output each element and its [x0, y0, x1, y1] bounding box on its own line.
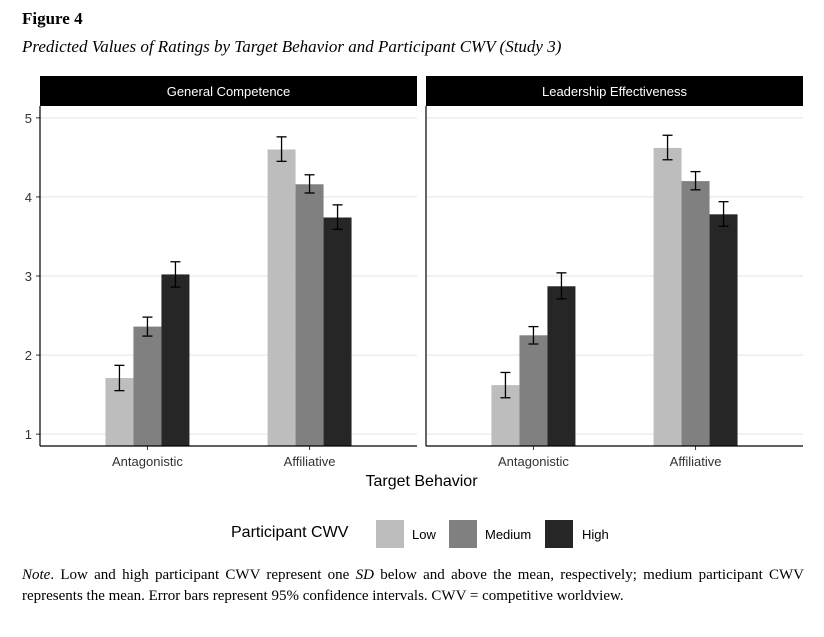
note-text-1: . Low and high participant CWV represent… — [50, 567, 356, 583]
bar-low — [653, 147, 682, 446]
note-label: Note — [22, 567, 51, 583]
facet-strip — [426, 76, 803, 106]
bar-high — [547, 286, 576, 446]
x-tick-label: Affiliative — [670, 454, 722, 469]
x-tick-label: Antagonistic — [112, 454, 183, 469]
legend-title: Participant CWV — [231, 524, 349, 541]
bar-medium — [295, 184, 324, 447]
legend-label-high: High — [582, 527, 609, 542]
x-tick-label: Antagonistic — [498, 454, 569, 469]
facet-title: General Competence — [167, 84, 291, 99]
legend-swatch-high — [545, 520, 573, 548]
bar-high — [323, 217, 352, 446]
x-axis-title: Target Behavior — [365, 473, 478, 490]
legend-swatch-low — [376, 520, 404, 548]
bar-medium — [519, 335, 548, 446]
bar-medium — [133, 326, 162, 446]
legend-label-medium: Medium — [485, 527, 531, 542]
note-sd: SD — [355, 567, 374, 583]
y-tick-label: 1 — [25, 427, 32, 442]
figure-note: Note. Low and high participant CWV repre… — [22, 565, 804, 607]
bar-high — [709, 214, 738, 446]
legend-label-low: Low — [412, 527, 436, 542]
figure-title: Predicted Values of Ratings by Target Be… — [22, 37, 562, 56]
bar-high — [161, 274, 190, 446]
figure-label: Figure 4 — [22, 9, 83, 28]
facet-title: Leadership Effectiveness — [542, 84, 688, 99]
note-text-2: below and above the mean, respectively; … — [22, 567, 805, 604]
y-tick-label: 2 — [25, 348, 32, 363]
legend-swatch-medium — [449, 520, 477, 548]
faceted-bar-chart: 1 2 3 4 5 General Competence Antagonistic Affil… — [25, 76, 803, 548]
facet-strip — [40, 76, 417, 106]
bar-low — [267, 149, 296, 446]
bar-medium — [681, 181, 710, 446]
y-tick-label: 5 — [25, 111, 32, 126]
y-tick-label: 3 — [25, 269, 32, 284]
y-tick-label: 4 — [25, 190, 32, 205]
x-tick-label: Affiliative — [284, 454, 336, 469]
